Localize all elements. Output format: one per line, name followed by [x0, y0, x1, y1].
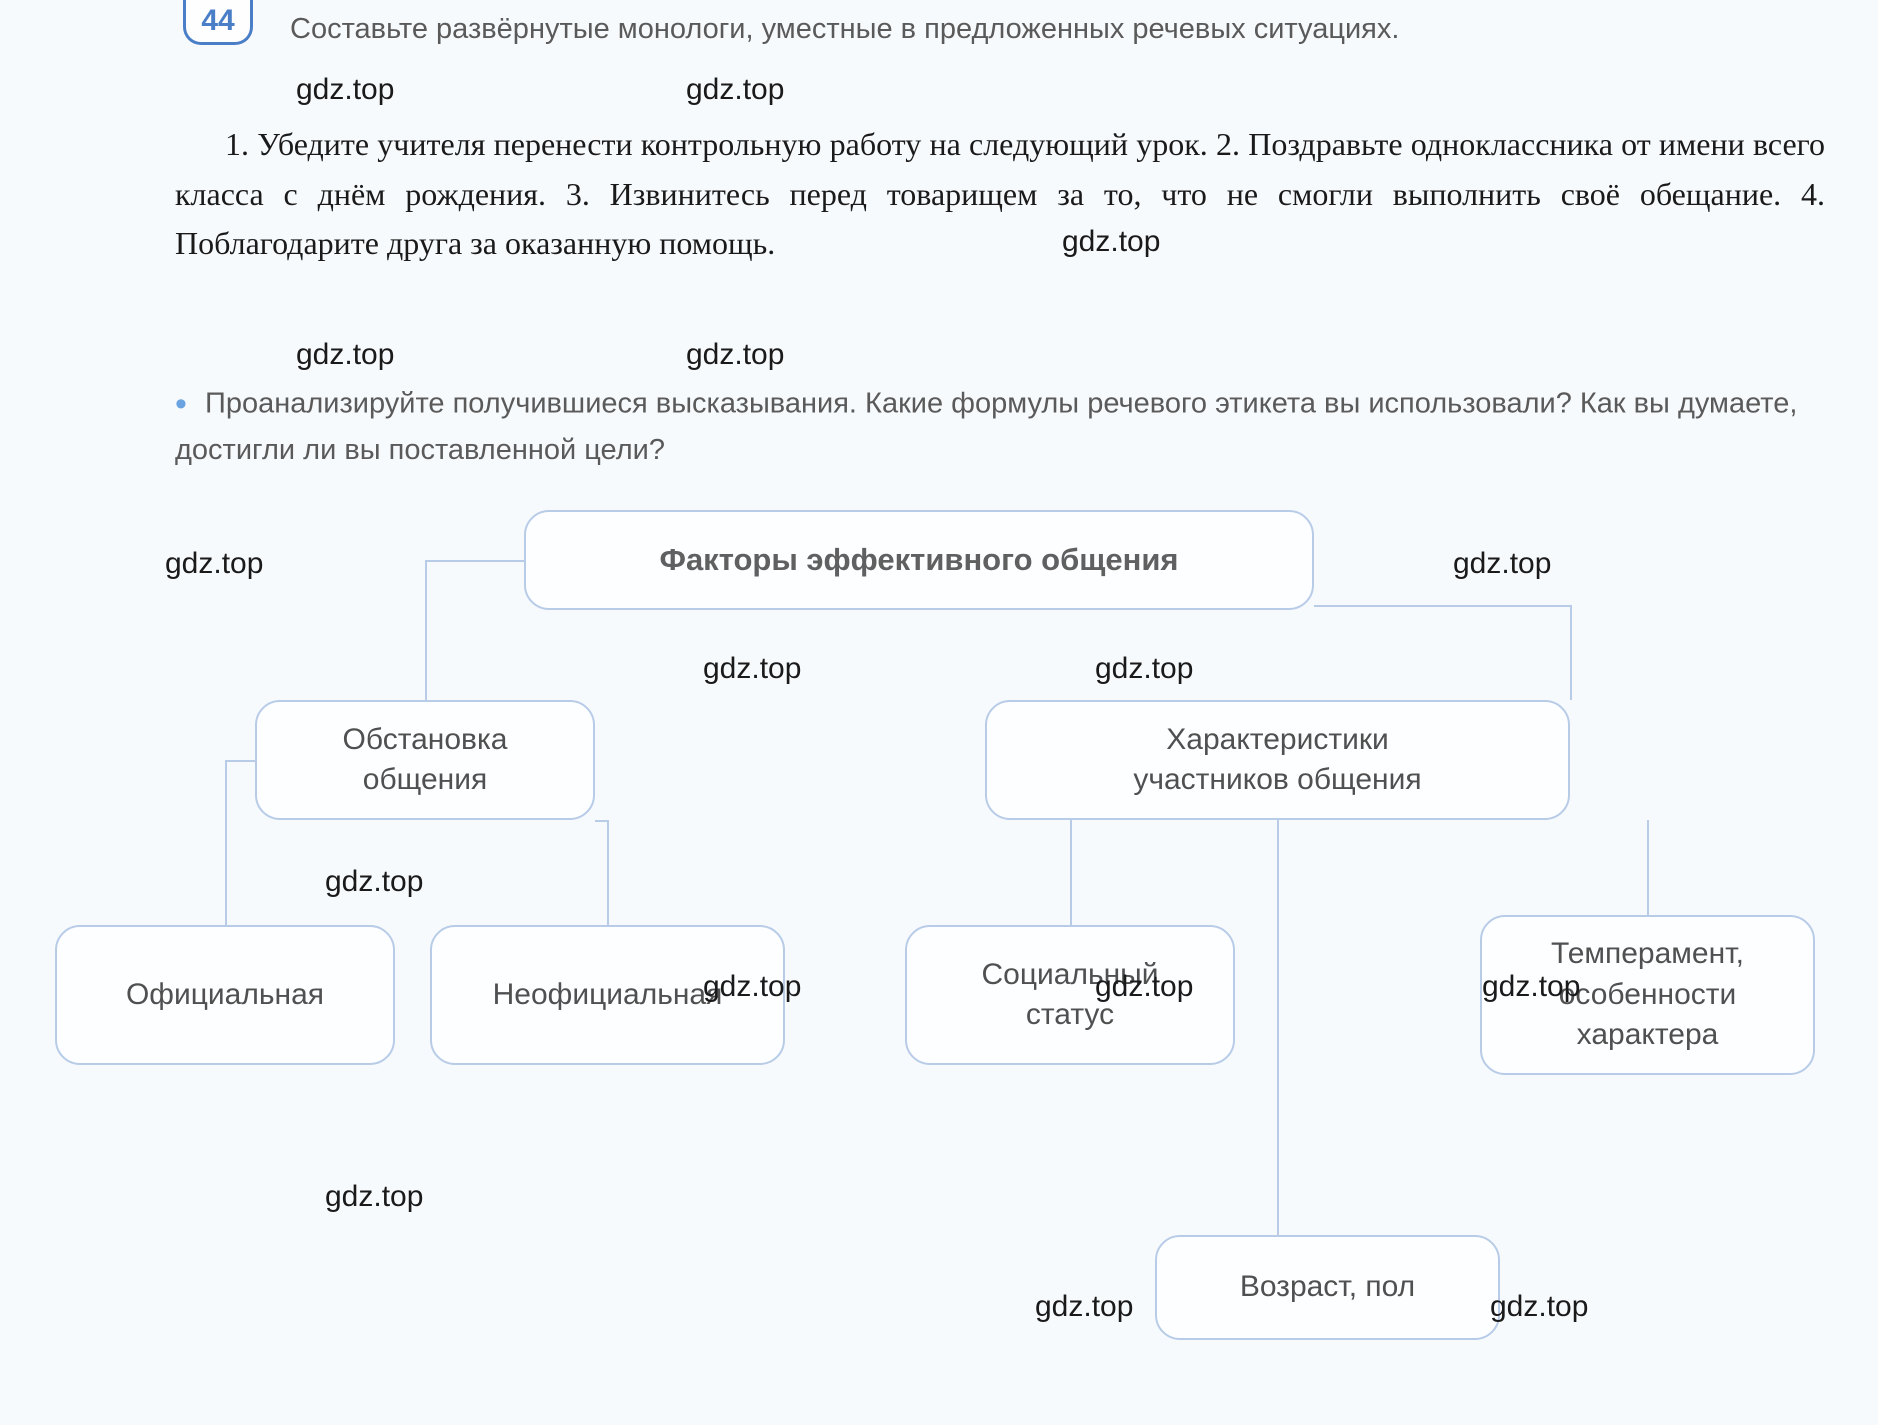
- watermark: gdz.top: [296, 73, 394, 107]
- diagram-root-node: Факторы эффективного общения: [524, 510, 1314, 610]
- connector: [1277, 820, 1279, 1235]
- node-label: Возраст, пол: [1240, 1267, 1415, 1308]
- root-label: Факторы эффективного общения: [659, 539, 1178, 581]
- diagram-node: Обстановка общения: [255, 700, 595, 820]
- diagram-node: Характеристики участников общения: [985, 700, 1570, 820]
- watermark: gdz.top: [325, 1180, 423, 1214]
- watermark: gdz.top: [1062, 225, 1160, 259]
- watermark: gdz.top: [686, 338, 784, 372]
- watermark: gdz.top: [1095, 652, 1193, 686]
- watermark: gdz.top: [703, 970, 801, 1004]
- watermark: gdz.top: [703, 652, 801, 686]
- watermark: gdz.top: [1490, 1290, 1588, 1324]
- diagram-leaf: Возраст, пол: [1155, 1235, 1500, 1340]
- connector: [225, 760, 227, 925]
- analysis-prompt: • Проанализируйте получившиеся высказыва…: [175, 380, 1825, 471]
- node-label: Обстановка общения: [343, 720, 508, 801]
- connector: [1570, 605, 1572, 700]
- connector: [425, 560, 524, 562]
- watermark: gdz.top: [1035, 1290, 1133, 1324]
- tree-diagram: Факторы эффективного общения Обстановка …: [50, 495, 1850, 1395]
- watermark: gdz.top: [1095, 970, 1193, 1004]
- node-label: Официальная: [126, 975, 324, 1016]
- instruction-text: Составьте развёрнутые монологи, уместные…: [290, 8, 1830, 52]
- exercise-number-badge: 44: [183, 0, 253, 45]
- watermark: gdz.top: [325, 865, 423, 899]
- connector: [1647, 820, 1649, 915]
- watermark: gdz.top: [1482, 970, 1580, 1004]
- connector: [1314, 605, 1572, 607]
- node-label: Характеристики участников общения: [1133, 720, 1421, 801]
- bullet-icon: •: [175, 385, 187, 423]
- connector: [595, 820, 609, 822]
- watermark: gdz.top: [686, 73, 784, 107]
- watermark: gdz.top: [296, 338, 394, 372]
- exercise-number: 44: [201, 4, 234, 38]
- connector: [1070, 820, 1072, 925]
- connector: [225, 760, 255, 762]
- watermark: gdz.top: [165, 547, 263, 581]
- diagram-leaf: Официальная: [55, 925, 395, 1065]
- analysis-text: Проанализируйте получившиеся высказывани…: [175, 387, 1797, 466]
- exercise-body: 1. Убедите учителя перенести контрольную…: [175, 120, 1825, 269]
- connector: [425, 560, 427, 700]
- node-label: Неофициальная: [493, 975, 723, 1016]
- connector: [607, 820, 609, 925]
- watermark: gdz.top: [1453, 547, 1551, 581]
